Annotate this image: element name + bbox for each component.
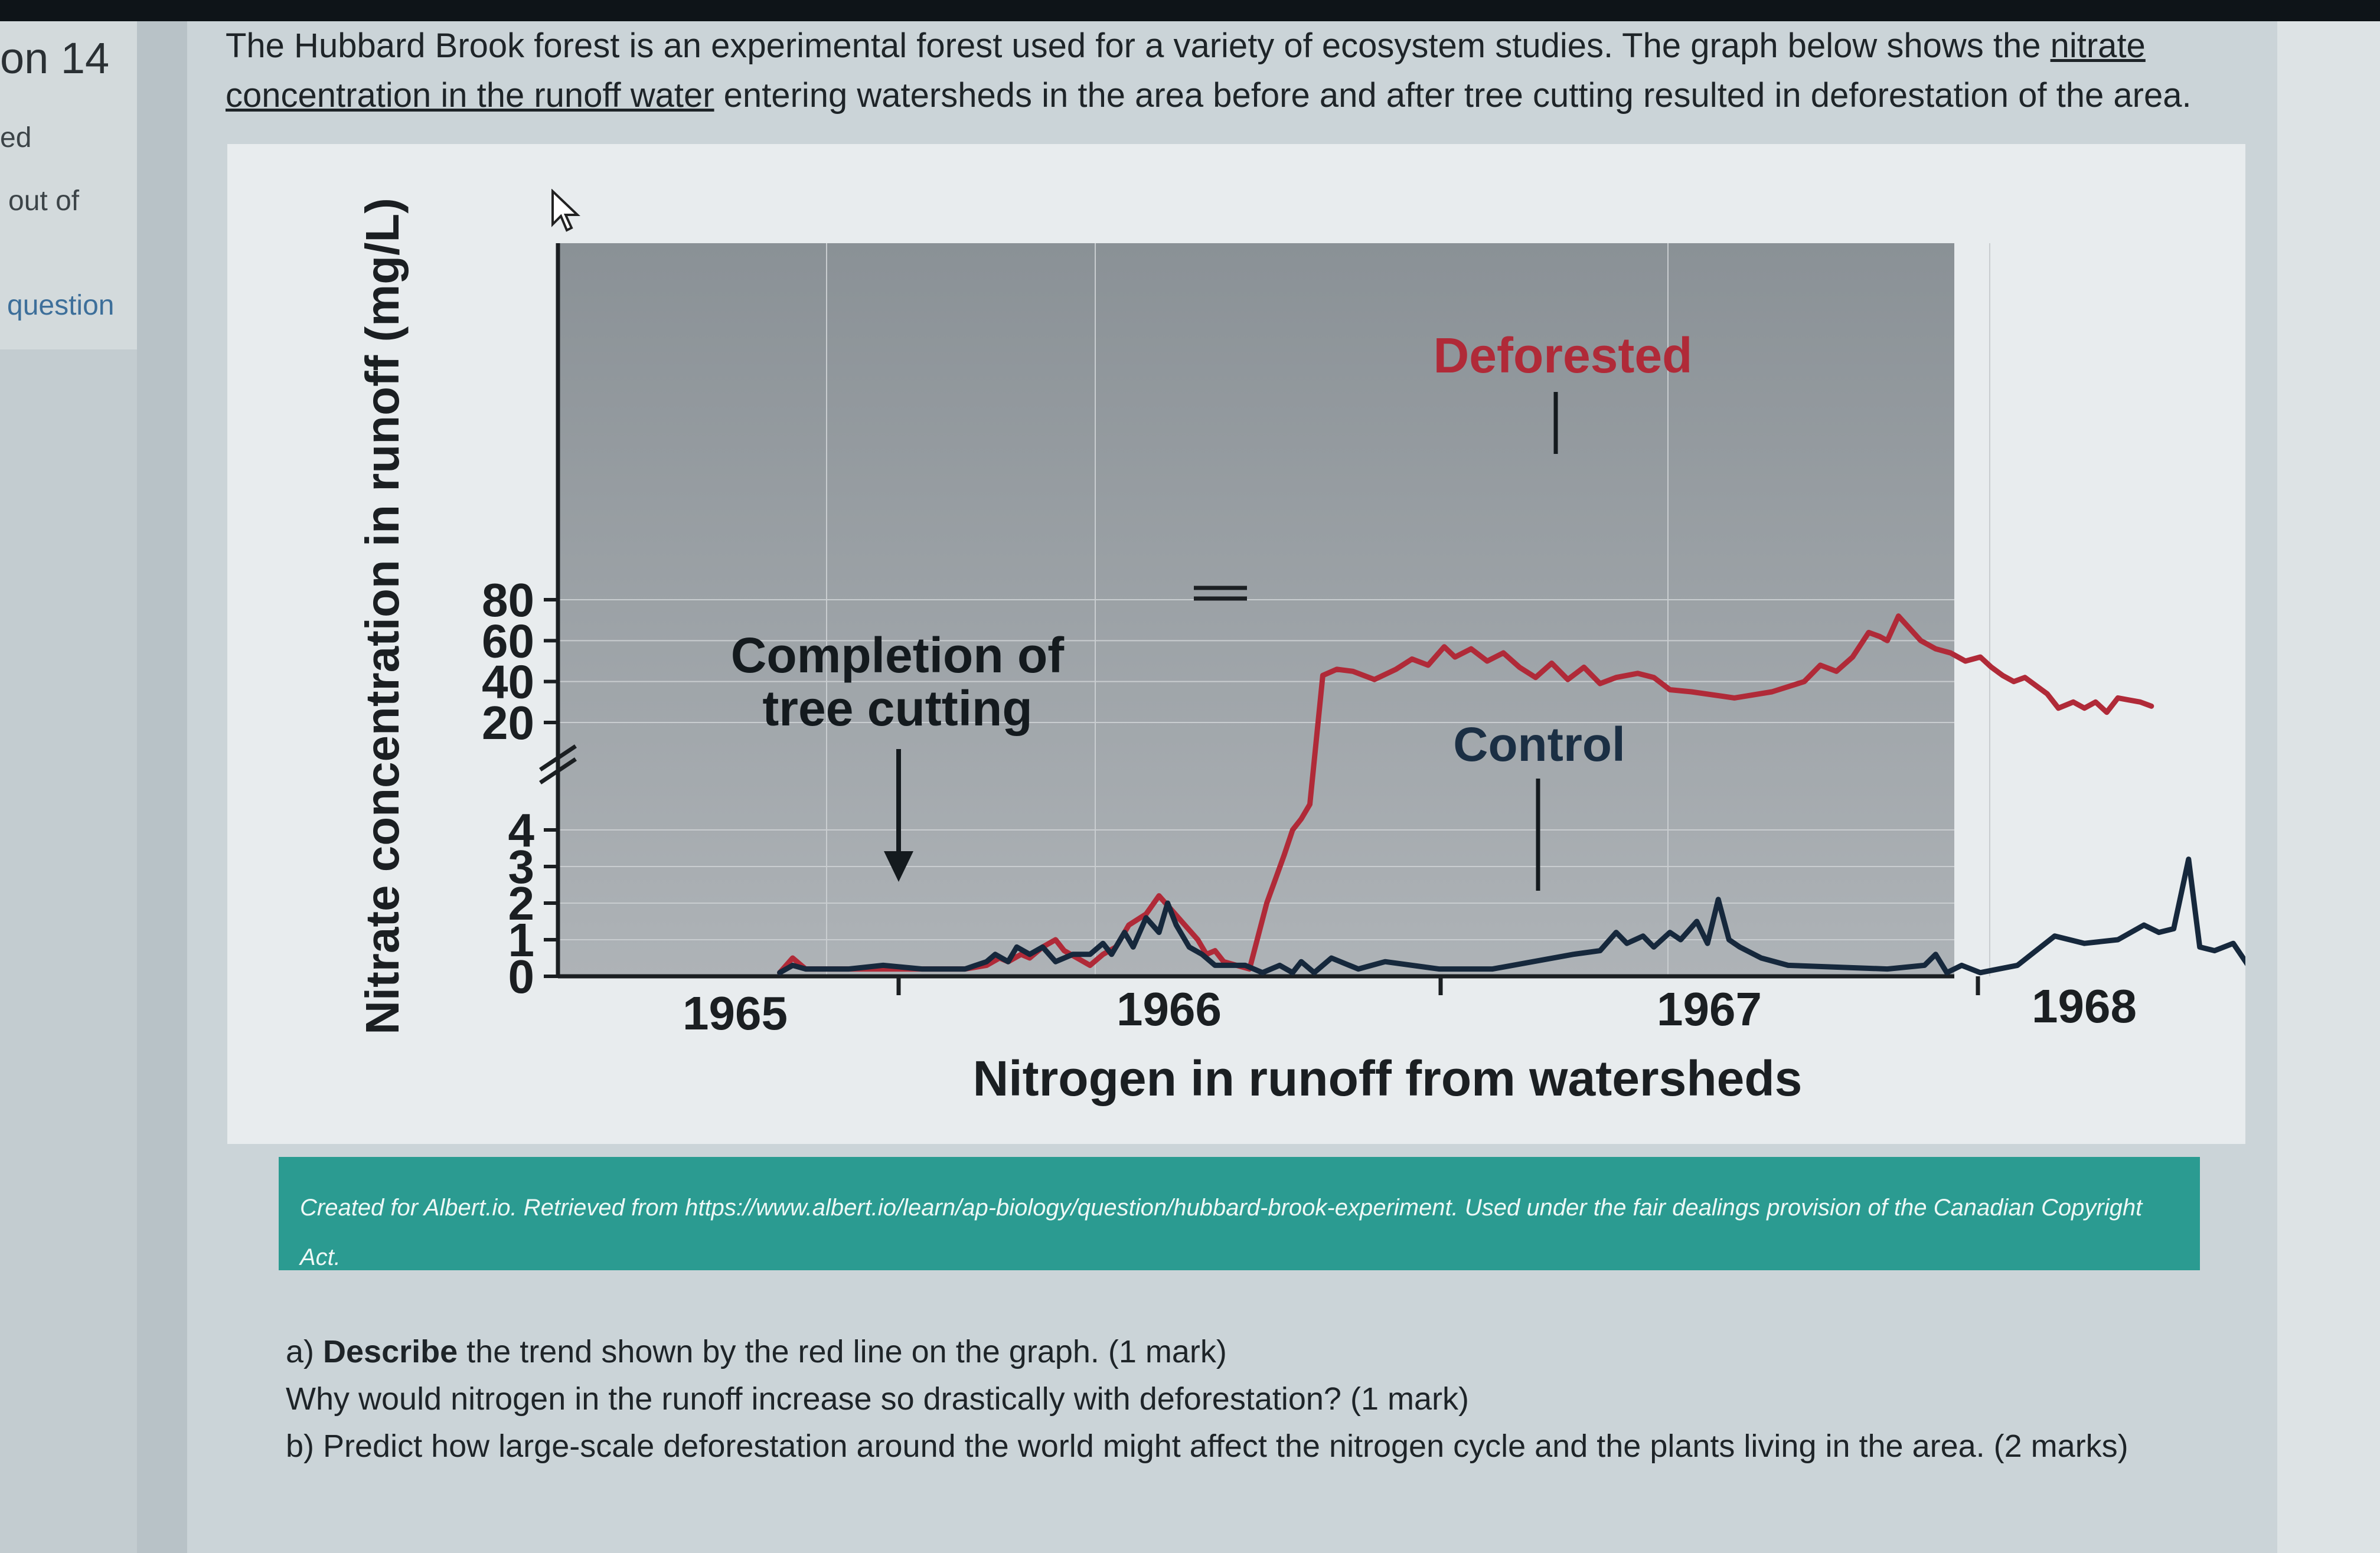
intro-text-before: The Hubbard Brook forest is an experimen… [226,27,2051,65]
question-a-prefix: a) [286,1334,324,1369]
y-axis-break-mark [539,744,577,784]
control-label: Control [1453,718,1625,771]
question-a2: Why would nitrogen in the runoff increas… [286,1381,1469,1417]
deforested-label: Deforested [1434,328,1693,383]
y-tick-label: 2 [508,877,535,930]
mouse-pointer-icon [551,189,580,232]
y-tick-label: 20 [482,697,534,749]
control-series-line [777,856,2245,976]
y-tick-label: 40 [482,656,534,708]
y-tick-label: 60 [482,614,534,667]
question-a-verb: Describe [323,1334,458,1369]
screen-top-bar [0,0,2380,21]
y-tick-label: 1 [508,914,535,966]
figure-card: 20 40 60 80 0 1 2 3 4 1965 1966 1967 1968 Nitrogen in… [227,144,2245,1144]
y-tick-label: 4 [508,804,535,856]
x-tick-label: 1967 [1657,983,1762,1035]
series-break-mark [1194,586,1247,601]
right-margin [2277,21,2380,1553]
question-intro: The Hubbard Brook forest is an experimen… [226,21,2257,120]
y-tick-label: 80 [482,574,534,626]
x-tick-label: 1968 [2032,980,2137,1032]
question-number: on 14 [0,34,110,83]
intro-underlined-phrase: nitrate concentration in the runoff wate… [226,27,2146,115]
annotation-arrowhead [884,851,913,882]
flag-question-link[interactable]: question [7,290,115,321]
question-a: a) Describe the trend shown by the red l… [286,1328,2258,1375]
x-tick-label: 1965 [683,987,788,1039]
y-tick-label: 0 [508,950,535,1003]
figure-caption: Created for Albert.io. Retrieved from ht… [279,1157,2200,1270]
plot-area [558,243,1954,976]
nav-marks-text: out of [8,185,80,217]
y-axis-title: Nitrate concentration in runoff (mg/L) [356,198,409,1035]
annotation-tree-cutting-line1: Completion of [731,627,1065,683]
nav-status-text: ed [0,122,32,153]
y-tick-label: 3 [508,841,535,893]
question-nav-panel: on 14 ed out of question [0,21,138,349]
x-axis-title: Nitrogen in runoff from watersheds [973,1051,1803,1106]
question-a-rest: the trend shown by the red line on the g… [458,1334,1227,1369]
deforested-series-line [777,613,2154,976]
question-b: b) Predict how large-scale deforestation… [286,1428,2128,1464]
intro-text-after: entering watersheds in the area before a… [714,76,2192,115]
page-gutter [137,21,187,1553]
x-tick-label: 1966 [1116,983,1222,1035]
annotation-tree-cutting-line2: tree cutting [762,681,1032,736]
question-prompts: a) Describe the trend shown by the red l… [286,1328,2258,1470]
